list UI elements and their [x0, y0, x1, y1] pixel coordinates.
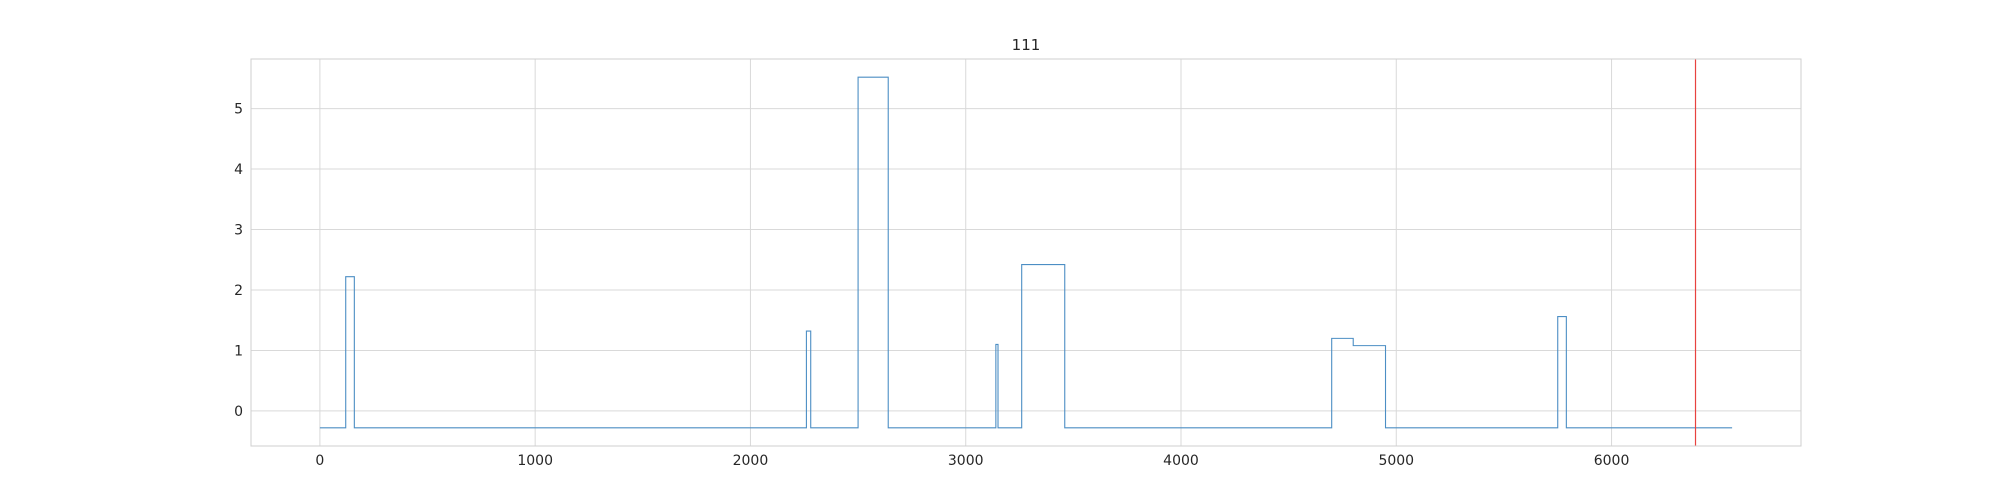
y-tick-label: 3	[234, 223, 243, 239]
x-tick-label: 0	[315, 453, 324, 469]
x-tick-label: 4000	[1163, 453, 1199, 469]
series-layer	[319, 76, 1733, 429]
y-tick-labels: 0 1 2 3 4 5	[234, 102, 243, 420]
plot-frame	[250, 58, 1802, 447]
grid-layer	[251, 59, 1801, 446]
x-tick-labels: 0 1000 2000 3000 4000 5000 6000	[315, 453, 1629, 469]
x-tick-label: 2000	[733, 453, 769, 469]
series-line	[319, 76, 1733, 429]
x-tick-label: 6000	[1594, 453, 1630, 469]
y-tick-label: 4	[234, 162, 243, 178]
y-tick-label: 5	[234, 102, 243, 118]
chart-title: 111	[1012, 36, 1041, 54]
y-tick-label: 2	[234, 283, 243, 299]
y-tick-label: 1	[234, 343, 243, 359]
x-tick-label: 5000	[1378, 453, 1414, 469]
x-tick-label: 1000	[517, 453, 553, 469]
x-tick-label: 3000	[948, 453, 984, 469]
y-tick-label: 0	[234, 404, 243, 420]
